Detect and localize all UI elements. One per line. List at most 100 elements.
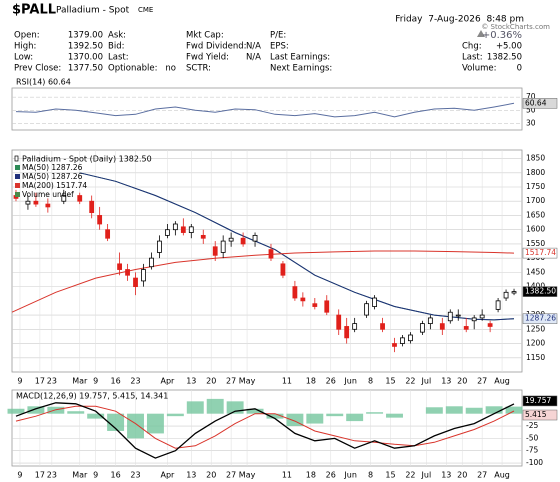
histogram-bar [27,406,45,414]
quote-label: Last: [108,53,129,63]
y-tick-label: 30 [526,118,536,127]
y-tick-label: -100 [526,458,543,467]
quote-label: Fwd Yield: [186,53,229,63]
y-tick-label: 70 [526,92,536,101]
quote-value: 1379.00 [68,31,103,41]
quote-label: Open: [14,31,40,41]
candle-body [463,326,469,330]
candle-body [105,229,111,239]
quote-value: 1377.50 [68,64,103,74]
candle-body [157,240,162,253]
legend-swatch [15,165,20,170]
value-tag-box [522,409,558,421]
legend-entry: Palladium - Spot (Daily) 1382.50 [22,155,152,164]
histogram-bar [366,412,384,414]
x-tick-label: 9 [93,471,98,480]
quote-value: no [165,64,176,74]
y-tick-label: 50 [526,105,536,114]
quote-label: Next Earnings: [270,64,332,74]
x-tick-label: 27 [226,377,236,386]
candle-body [455,314,461,317]
x-tick-label: 27 [477,377,487,386]
candle-body [61,195,67,202]
histogram-bar [425,407,443,414]
candle-body [77,195,83,202]
candle-body [324,300,330,313]
histogram-bar [146,413,164,434]
y-tick-label: -50 [526,433,538,442]
candle-body [33,200,39,205]
legend-entry: MA(50) 1287.26 [22,163,83,172]
x-tick-label: 20 [206,377,216,386]
candle-body [380,323,385,330]
legend-swatch [15,174,20,179]
quote-label: Mkt Cap: [186,31,224,41]
x-tick-label: 13 [186,377,196,386]
quote-label: Optionable: [108,64,157,74]
instrument-name: Palladium - Spot [56,6,130,16]
x-tick-label: 16 [111,471,121,480]
histogram-bar [505,406,523,414]
x-tick-label: 22 [405,471,415,480]
exchange: CME [138,6,153,14]
x-tick-label: 20 [206,471,216,480]
quote-value: +5.00 [496,42,522,52]
y-tick-label: 1400 [526,282,545,291]
quote-label: Fwd Dividend: [186,42,247,52]
histogram-bar [266,413,284,419]
y-tick-label: 1450 [526,267,545,276]
histogram-bar [47,406,65,414]
candle-body [188,226,194,233]
candle-body [180,226,186,233]
candle-body [419,323,425,333]
x-tick-label: 20 [457,377,467,386]
y-tick-label: 1800 [526,168,545,177]
x-tick-label: Apr [160,471,175,480]
x-tick-label: 26 [326,471,336,480]
candle-body [439,323,445,330]
copyright: © StockCharts.com [481,23,550,31]
candle-body [25,200,31,205]
histogram-bar [485,406,503,414]
candle-body [280,263,286,276]
x-tick-label: 15 [385,471,395,480]
x-tick-label: 27 [226,471,236,480]
candle-body [149,257,154,268]
quote-label: Bid: [108,42,124,52]
y-tick-label: 1250 [526,324,545,333]
histogram-bar [87,413,105,419]
quote-label: Last: [462,53,483,63]
value-tag: 1382.50 [525,287,556,296]
candle-body [45,203,51,208]
quote-label: P/E: [270,31,286,41]
legend-entry: MA(200) 1517.74 [22,181,87,190]
datetime: Friday 7-Aug-2026 8:48 pm [395,15,524,25]
legend-entry: Volume undef [22,190,74,199]
histogram-bar [7,408,25,414]
legend-entry: MACD(12,26,9) 19.757, 5.415, 14.341 [16,392,168,401]
quote-value: 0 [517,64,522,74]
x-tick-label: Jun [343,471,357,480]
x-tick-label: 23 [47,377,57,386]
candle-body [408,334,413,342]
candle-body [200,234,206,239]
x-tick-label: Mar [72,377,88,386]
x-tick-label: 23 [130,377,140,386]
x-tick-label: 11 [282,377,292,386]
candle-body [344,326,350,339]
x-tick-label: Apr [160,377,175,386]
candle-body [352,323,358,330]
value-tag: 19.757 [525,396,551,405]
y-tick-label: 1750 [526,182,545,191]
x-tick-label: 18 [306,377,316,386]
quote-value: 1392.50 [68,42,103,52]
candle-body [240,237,246,245]
candle-body [364,303,370,316]
x-tick-label: 13 [441,377,451,386]
quote-value: 1382.50 [487,53,522,63]
x-tick-label: 8 [368,471,373,480]
value-tag-box [522,313,558,324]
x-tick-label: Mar [72,471,88,480]
